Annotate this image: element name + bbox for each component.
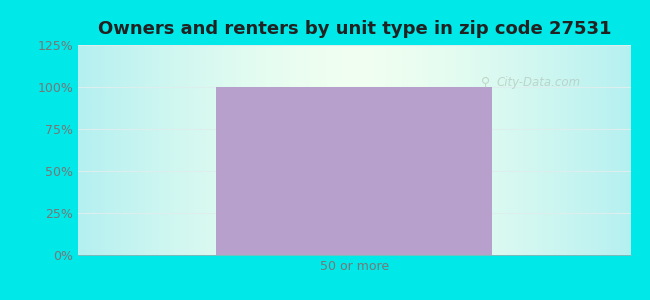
Text: ⚲: ⚲ (481, 76, 491, 89)
Title: Owners and renters by unit type in zip code 27531: Owners and renters by unit type in zip c… (98, 20, 611, 38)
Bar (216, 87, 493, 255)
Text: City-Data.com: City-Data.com (497, 76, 581, 89)
